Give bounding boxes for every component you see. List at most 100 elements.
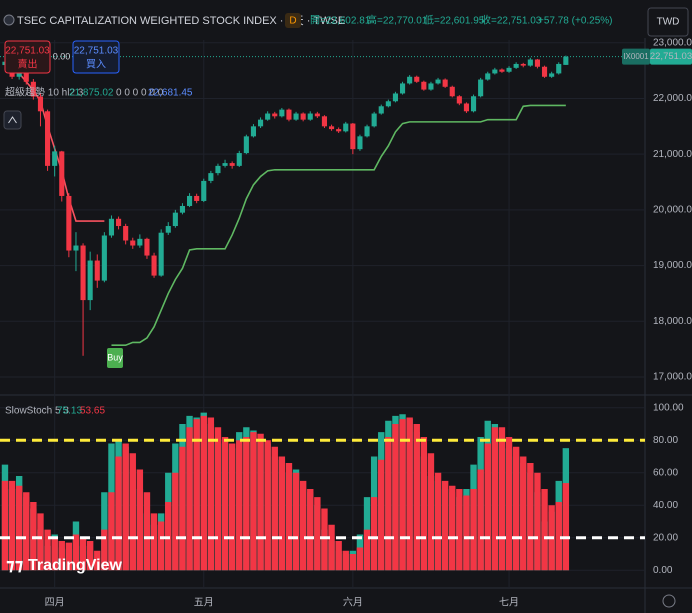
candle-body xyxy=(229,163,235,166)
stoch-column xyxy=(143,492,151,571)
stoch-column xyxy=(562,483,570,571)
stoch-column xyxy=(101,529,108,571)
collapse-button[interactable] xyxy=(3,110,22,130)
stoch-column xyxy=(285,463,293,571)
stoch-column xyxy=(328,524,335,571)
candle-body xyxy=(371,113,377,127)
stoch-column xyxy=(193,419,200,571)
stoch-column xyxy=(349,554,357,571)
stoch-column xyxy=(314,497,321,571)
stoch-column xyxy=(441,480,449,571)
candle-body xyxy=(108,218,115,236)
candle-body xyxy=(300,113,306,120)
candle-body xyxy=(307,113,313,120)
stoch-column xyxy=(250,432,257,571)
candle-body xyxy=(414,76,420,82)
trend-line xyxy=(111,104,566,347)
stoch-column xyxy=(505,437,513,571)
currency[interactable]: TWD xyxy=(657,17,680,28)
stoch-column xyxy=(172,472,179,571)
candle-body xyxy=(336,129,342,132)
y-tick-label: 22,000.00 xyxy=(653,93,692,104)
stoch-column xyxy=(321,508,328,571)
y-tick-label: 21,000.00 xyxy=(653,149,692,160)
candle-body xyxy=(243,136,249,154)
stoch-column xyxy=(413,424,420,571)
candle-body xyxy=(456,96,462,104)
stoch-title: SlowStoch 5 3 xyxy=(5,406,69,417)
stoch-column xyxy=(477,469,484,571)
settings-icon[interactable] xyxy=(662,594,676,608)
stoch-column xyxy=(378,459,385,571)
badge-box[interactable] xyxy=(285,13,301,28)
candle-body xyxy=(527,59,533,66)
sell-button[interactable] xyxy=(4,40,51,74)
indicator-value: 21,875.02 xyxy=(69,88,114,99)
candle-body xyxy=(286,109,292,120)
buy-price[interactable]: 22,751.03 xyxy=(74,46,119,57)
sell-price[interactable]: 22,751.03 xyxy=(5,46,50,57)
stoch-column xyxy=(527,463,534,571)
stoch-column xyxy=(335,541,342,571)
candle-body xyxy=(37,96,44,112)
candle-body xyxy=(94,260,100,281)
stoch-column xyxy=(257,433,264,571)
stoch-column xyxy=(221,437,229,571)
stoch-column xyxy=(86,541,94,571)
candle-body xyxy=(151,255,157,276)
candle-body xyxy=(343,123,349,132)
candle-body xyxy=(556,63,562,74)
symbol-icon xyxy=(3,14,15,26)
header-bar xyxy=(0,0,692,38)
candle-body xyxy=(222,163,228,166)
candle-body xyxy=(350,123,356,150)
candle-body xyxy=(478,79,484,97)
buy-signal-box xyxy=(107,348,123,368)
candle-body xyxy=(265,113,271,120)
stoch-column xyxy=(15,485,23,571)
y-tick-label: 80.00 xyxy=(653,435,678,446)
stoch-column xyxy=(456,489,463,571)
buy-button[interactable] xyxy=(72,40,120,74)
candle-body xyxy=(485,73,491,80)
candle-body xyxy=(499,69,505,72)
candle-body xyxy=(435,79,441,84)
candle-body xyxy=(116,218,122,227)
candle-body xyxy=(130,240,136,246)
candle-body xyxy=(258,119,264,127)
stoch-column xyxy=(449,485,456,571)
stoch-column xyxy=(363,529,371,571)
candle-body xyxy=(59,151,65,196)
candle-body xyxy=(179,205,186,213)
stoch-column xyxy=(186,427,193,571)
sell-label[interactable]: 賣出 xyxy=(18,58,38,71)
stoch-column xyxy=(165,502,172,571)
stoch-column xyxy=(243,437,250,571)
x-tick-label: 四月 xyxy=(45,597,65,609)
last-price-box xyxy=(650,48,692,65)
stoch-column xyxy=(498,427,506,571)
collapse-icon[interactable] xyxy=(8,116,17,124)
candle-body xyxy=(563,56,569,65)
stoch-column xyxy=(307,489,314,571)
stoch-column xyxy=(207,417,215,571)
ohlc-open: 開=22,602.81 xyxy=(310,15,371,27)
stoch-column xyxy=(420,437,428,571)
candle-body xyxy=(187,195,193,206)
currency-box[interactable] xyxy=(647,7,689,37)
logo-mark: ⁊⁊ xyxy=(6,555,23,574)
buy-label[interactable]: 買入 xyxy=(86,59,106,71)
candle-body xyxy=(23,71,29,82)
x-tick-label: 七月 xyxy=(499,597,519,609)
candle-body xyxy=(123,226,129,241)
stoch-column xyxy=(129,453,136,571)
indicator-value: 0 0 0 0 0 0 xyxy=(116,88,164,99)
stoch-column xyxy=(8,480,16,571)
candle-body xyxy=(428,83,434,90)
stoch-column xyxy=(484,443,491,571)
badge[interactable]: D xyxy=(289,16,296,27)
candle-body xyxy=(492,69,498,74)
candle-body xyxy=(201,180,207,201)
stoch-column xyxy=(555,502,562,571)
